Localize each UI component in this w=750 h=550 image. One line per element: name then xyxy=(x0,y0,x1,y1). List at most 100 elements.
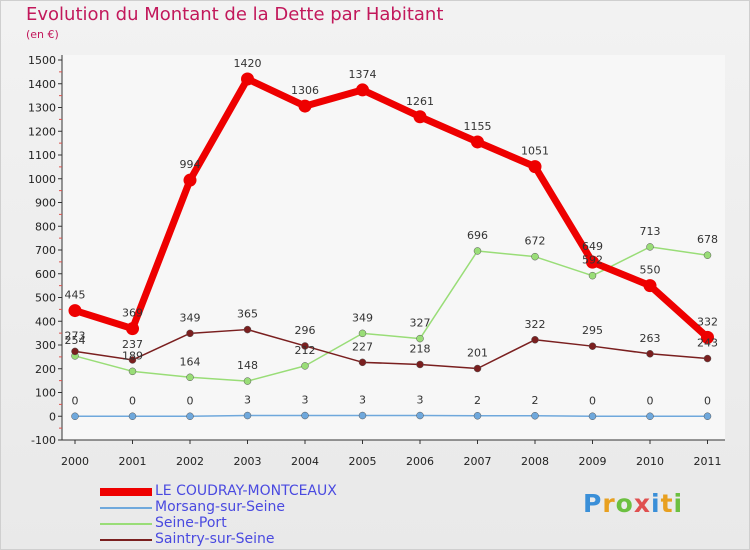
y-tick-label: 500 xyxy=(35,292,56,305)
data-label: 0 xyxy=(129,394,136,407)
series-line xyxy=(74,246,708,382)
data-point xyxy=(471,135,484,149)
data-label: 678 xyxy=(697,233,718,246)
data-label: 365 xyxy=(237,308,258,321)
x-tick-label: 2002 xyxy=(176,455,204,468)
y-tick-label: 0 xyxy=(49,410,56,423)
data-label: 201 xyxy=(467,347,488,360)
data-label: 994 xyxy=(180,158,201,171)
data-point xyxy=(186,412,194,420)
data-label: 218 xyxy=(410,342,431,355)
data-point xyxy=(703,354,712,363)
x-tick-label: 2006 xyxy=(406,455,434,468)
data-point xyxy=(528,160,542,174)
x-tick-label: 2009 xyxy=(579,455,607,468)
legend-item-seine-port[interactable]: Seine-Port xyxy=(100,515,400,532)
data-point xyxy=(243,325,252,334)
data-point xyxy=(473,364,482,373)
data-label: 296 xyxy=(295,324,316,337)
data-point xyxy=(643,279,657,293)
chart-title: Evolution du Montant de la Dette par Hab… xyxy=(26,4,444,25)
x-tick-label: 2010 xyxy=(636,455,664,468)
data-label: 696 xyxy=(467,229,488,242)
legend-item-morsang-sur-seine[interactable]: Morsang-sur-Seine xyxy=(100,499,400,516)
data-point xyxy=(586,255,599,269)
data-label: 273 xyxy=(65,329,86,342)
data-point xyxy=(646,243,654,251)
data-point xyxy=(703,251,712,259)
data-label: 649 xyxy=(582,240,603,253)
data-label: 3 xyxy=(359,394,366,407)
proxiti-logo: Proxiti xyxy=(583,489,684,518)
legend-swatch xyxy=(100,523,152,525)
data-label: 237 xyxy=(122,338,143,351)
data-point xyxy=(71,347,79,356)
y-tick-label: -100 xyxy=(31,434,56,447)
legend-label: LE COUDRAY-MONTCEAUX xyxy=(155,483,337,499)
data-label: 243 xyxy=(697,337,718,350)
data-point xyxy=(358,329,367,338)
data-label: 1155 xyxy=(464,120,492,133)
data-point xyxy=(531,412,539,420)
data-label: 1374 xyxy=(349,68,377,81)
x-tick-label: 2011 xyxy=(694,455,722,468)
data-point xyxy=(71,412,79,420)
data-point xyxy=(413,110,427,124)
y-tick-label: 1300 xyxy=(28,102,56,115)
x-tick-label: 2000 xyxy=(61,455,89,468)
x-tick-label: 2007 xyxy=(464,455,492,468)
data-label: 592 xyxy=(582,254,603,267)
x-tick-label: 2004 xyxy=(291,455,319,468)
data-point xyxy=(703,412,712,420)
data-point xyxy=(701,330,714,344)
data-label: 3 xyxy=(417,394,424,407)
data-point xyxy=(473,247,482,255)
legend-item-saintry-sur-seine[interactable]: Saintry-sur-Seine xyxy=(100,531,400,548)
data-point xyxy=(183,173,197,187)
data-label: 1261 xyxy=(406,95,434,108)
data-point xyxy=(128,367,137,376)
data-point xyxy=(588,412,597,420)
data-label: 3 xyxy=(302,394,309,407)
data-label: 0 xyxy=(589,394,596,407)
x-tick-label: 2001 xyxy=(119,455,147,468)
y-tick-label: 400 xyxy=(35,315,56,328)
y-tick-label: 1200 xyxy=(28,125,56,138)
legend-swatch xyxy=(100,507,152,509)
y-tick-label: 100 xyxy=(35,387,56,400)
legend: LE COUDRAY-MONTCEAUX Morsang-sur-Seine S… xyxy=(100,483,400,548)
legend-swatch xyxy=(100,539,152,541)
x-tick-label: 2008 xyxy=(521,455,549,468)
data-point xyxy=(186,329,194,338)
data-point xyxy=(186,373,194,382)
data-label: 212 xyxy=(295,344,316,357)
data-point xyxy=(358,411,367,420)
series-line xyxy=(74,328,708,370)
legend-label: Seine-Port xyxy=(155,515,227,531)
y-tick-label: 1400 xyxy=(28,78,56,91)
data-point xyxy=(646,350,654,358)
data-label: 295 xyxy=(582,324,603,337)
data-label: 164 xyxy=(180,355,201,368)
y-tick-label: 200 xyxy=(35,363,56,376)
data-point xyxy=(301,342,309,350)
series-line xyxy=(75,414,708,417)
data-label: 2 xyxy=(532,394,539,407)
data-point xyxy=(68,304,82,318)
data-label: 349 xyxy=(352,311,373,324)
data-point xyxy=(356,83,369,97)
data-label: 672 xyxy=(525,235,546,248)
x-tick-label: 2003 xyxy=(234,455,262,468)
y-tick-label: 900 xyxy=(35,197,56,210)
data-label: 263 xyxy=(640,332,661,345)
y-tick-label: 1100 xyxy=(28,149,56,162)
data-label: 332 xyxy=(697,315,718,328)
data-label: 1306 xyxy=(291,84,319,97)
data-point xyxy=(473,412,482,420)
chart-subtitle: (en €) xyxy=(26,28,59,41)
data-point xyxy=(416,411,424,420)
data-point xyxy=(128,356,137,364)
legend-item-le-coudray-montceaux[interactable]: LE COUDRAY-MONTCEAUX xyxy=(100,483,400,500)
data-label: 227 xyxy=(352,340,373,353)
y-tick-label: 800 xyxy=(35,220,56,233)
